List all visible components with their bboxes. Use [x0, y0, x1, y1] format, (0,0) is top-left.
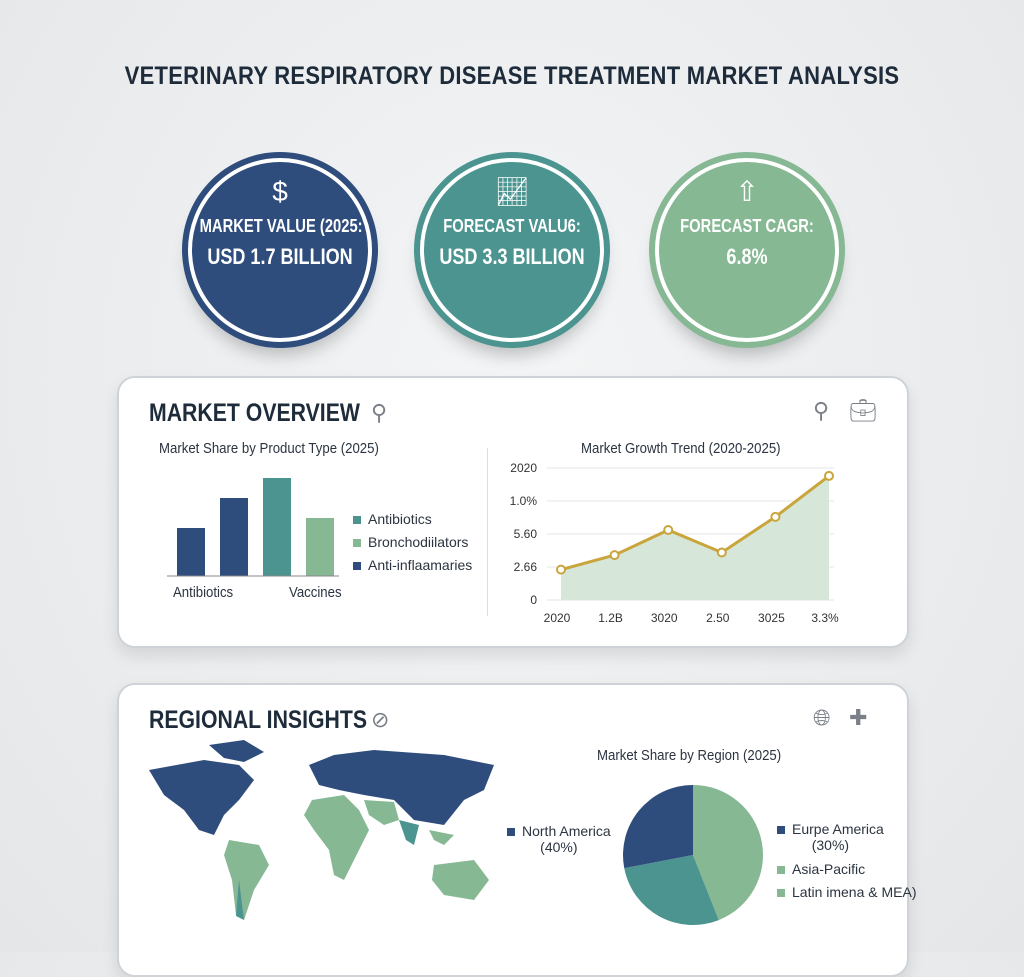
pie-chart [623, 785, 763, 925]
pie-slice [693, 785, 763, 921]
y-tick-label: 0 [530, 593, 537, 607]
kpi-forecast-cagr: ⇧ FORECAST CAGR: 6.8% [649, 152, 845, 348]
kpi-value: USD 3.3 BILLION [439, 244, 585, 269]
legend-item: Eurpe America (30%) [777, 821, 884, 853]
search-icon[interactable]: ⚲ [813, 398, 830, 423]
arrow-up-icon: ⇧ [735, 176, 759, 207]
pie-slice [624, 855, 719, 925]
x-label: Vaccines [289, 584, 342, 601]
data-point [716, 547, 727, 558]
series-line [560, 474, 830, 572]
y-tick-label: 5.60 [514, 527, 538, 541]
x-tick-label: 2.50 [706, 611, 730, 625]
bar-chart [167, 478, 339, 577]
legend-item: Asia-Pacific [777, 861, 865, 877]
legend-swatch [777, 826, 785, 835]
legend-percent: (30%) [811, 837, 850, 853]
kpi-label: FORECAST CAGR: [680, 216, 814, 236]
data-point [824, 470, 834, 481]
market-overview-panel: MARKET OVERVIEW ⚲ ⚲ 💼︎ Market Share by P… [117, 376, 909, 648]
legend-swatch [777, 889, 785, 898]
regional-insights-panel: REGIONAL INSIGHTS ⊘ 🌐︎ ✚ Market Share by… [117, 683, 917, 977]
x-label: Antibiotics [173, 584, 234, 601]
compass-icon[interactable]: ⊘ [371, 707, 390, 732]
legend-swatch [777, 866, 785, 875]
legend-percent: (40%) [540, 839, 578, 855]
world-map [149, 740, 494, 920]
x-tick-label: 3.3% [811, 611, 839, 625]
legend-label: Asia-Pacific [792, 861, 866, 877]
section-heading: REGIONAL INSIGHTS [149, 706, 368, 734]
area-fill [561, 475, 829, 600]
x-tick-label: 1.2B [598, 611, 623, 625]
legend-label: Anti-inflaamaries [368, 557, 473, 573]
data-point [770, 511, 781, 522]
pie-slice [623, 785, 693, 869]
x-tick-label: 3020 [651, 611, 678, 625]
data-point [556, 564, 566, 575]
search-icon[interactable]: ⚲ [371, 400, 388, 425]
legend-label: Latin imena & MEA) [792, 884, 917, 900]
chart-title: Market Share by Product Type (2025) [159, 440, 379, 457]
legend-swatch [507, 828, 515, 837]
briefcase-icon[interactable]: 💼︎ [849, 398, 877, 423]
bar [263, 478, 291, 576]
section-heading: MARKET OVERVIEW [149, 399, 360, 427]
page-title: VETERINARY RESPIRATORY DISEASE TREATMENT… [124, 62, 900, 90]
legend-item-north-america: North America (40%) [507, 823, 611, 855]
x-tick-label: 3025 [758, 611, 785, 625]
kpi-value: 6.8% [726, 244, 768, 269]
divider [487, 448, 488, 616]
line-chart: 0 2.66 5.60 1.0% 2020 2020 1.2B 3020 2.50 3025 3.3… [510, 461, 839, 625]
legend-item: Bronchodiilators [353, 534, 468, 550]
chart-title: Market Growth Trend (2020-2025) [581, 440, 781, 457]
y-tick-label: 1.0% [510, 494, 538, 508]
y-tick-label: 2.66 [514, 560, 538, 574]
legend-item: Anti-inflaamaries [353, 557, 472, 573]
medical-cross-icon[interactable]: ✚ [849, 705, 868, 730]
legend-item: Latin imena & MEA) [777, 884, 917, 900]
chart-title: Market Share by Region (2025) [597, 747, 782, 764]
kpi-forecast-value: 📈︎ FORECAST VALU6: USD 3.3 BILLION [414, 152, 610, 348]
kpi-value: USD 1.7 BILLION [207, 244, 353, 269]
legend-label: North America [522, 823, 611, 839]
globe-icon[interactable]: 🌐︎ [813, 705, 831, 730]
legend-swatch [353, 539, 361, 548]
kpi-label: FORECAST VALU6: [443, 216, 581, 236]
kpi-market-value: $ MARKET VALUE (2025: USD 1.7 BILLION [182, 152, 378, 348]
bar [220, 498, 248, 576]
dollar-icon: $ [272, 176, 288, 207]
x-tick-label: 2020 [544, 611, 571, 625]
y-tick-label: 2020 [510, 461, 537, 475]
legend-label: Antibiotics [368, 511, 432, 527]
bar [306, 518, 334, 576]
data-point [663, 525, 674, 536]
legend-label: Bronchodiilators [368, 534, 469, 550]
bar [177, 528, 205, 576]
legend-swatch [353, 562, 361, 571]
legend-swatch [353, 516, 361, 525]
data-point [609, 550, 620, 561]
legend-item: Antibiotics [353, 511, 432, 527]
kpi-label: MARKET VALUE (2025: [199, 216, 363, 236]
trend-up-icon: 📈︎ [494, 176, 530, 207]
legend-label: Eurpe America [792, 821, 884, 837]
